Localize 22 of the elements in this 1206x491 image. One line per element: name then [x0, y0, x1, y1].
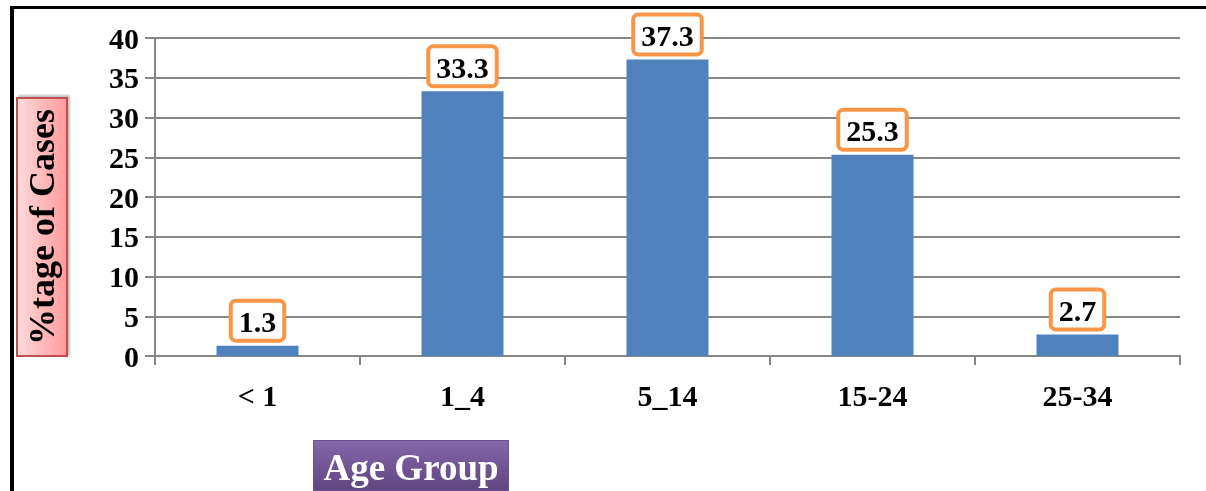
y-tick-label: 15 [109, 220, 139, 254]
y-tick-label: 40 [109, 21, 139, 55]
bar [216, 345, 299, 356]
x-tick-label: 5_14 [637, 378, 698, 412]
data-label: 2.7 [1058, 294, 1097, 328]
y-tick-label: 0 [124, 339, 139, 373]
x-tick-label: 25-34 [1042, 378, 1113, 412]
data-label: 33.3 [436, 50, 489, 84]
y-tick-label: 30 [109, 101, 139, 134]
data-label: 25.3 [846, 114, 899, 148]
y-axis-title: %tage of Cases [16, 97, 68, 357]
x-axis-title: Age Group [313, 440, 509, 491]
y-tick-label: 10 [109, 260, 139, 293]
x-tick-label: 15-24 [837, 378, 908, 412]
data-label: 37.3 [641, 18, 694, 52]
y-tick-label: 5 [124, 299, 139, 333]
y-tick-label: 35 [109, 61, 139, 95]
data-label: 1.3 [238, 305, 277, 339]
x-tick-label: < 1 [237, 378, 278, 412]
y-tick-label: 25 [109, 140, 139, 174]
y-tick-label: 20 [109, 180, 139, 214]
x-tick-label: 1_4 [440, 378, 485, 412]
